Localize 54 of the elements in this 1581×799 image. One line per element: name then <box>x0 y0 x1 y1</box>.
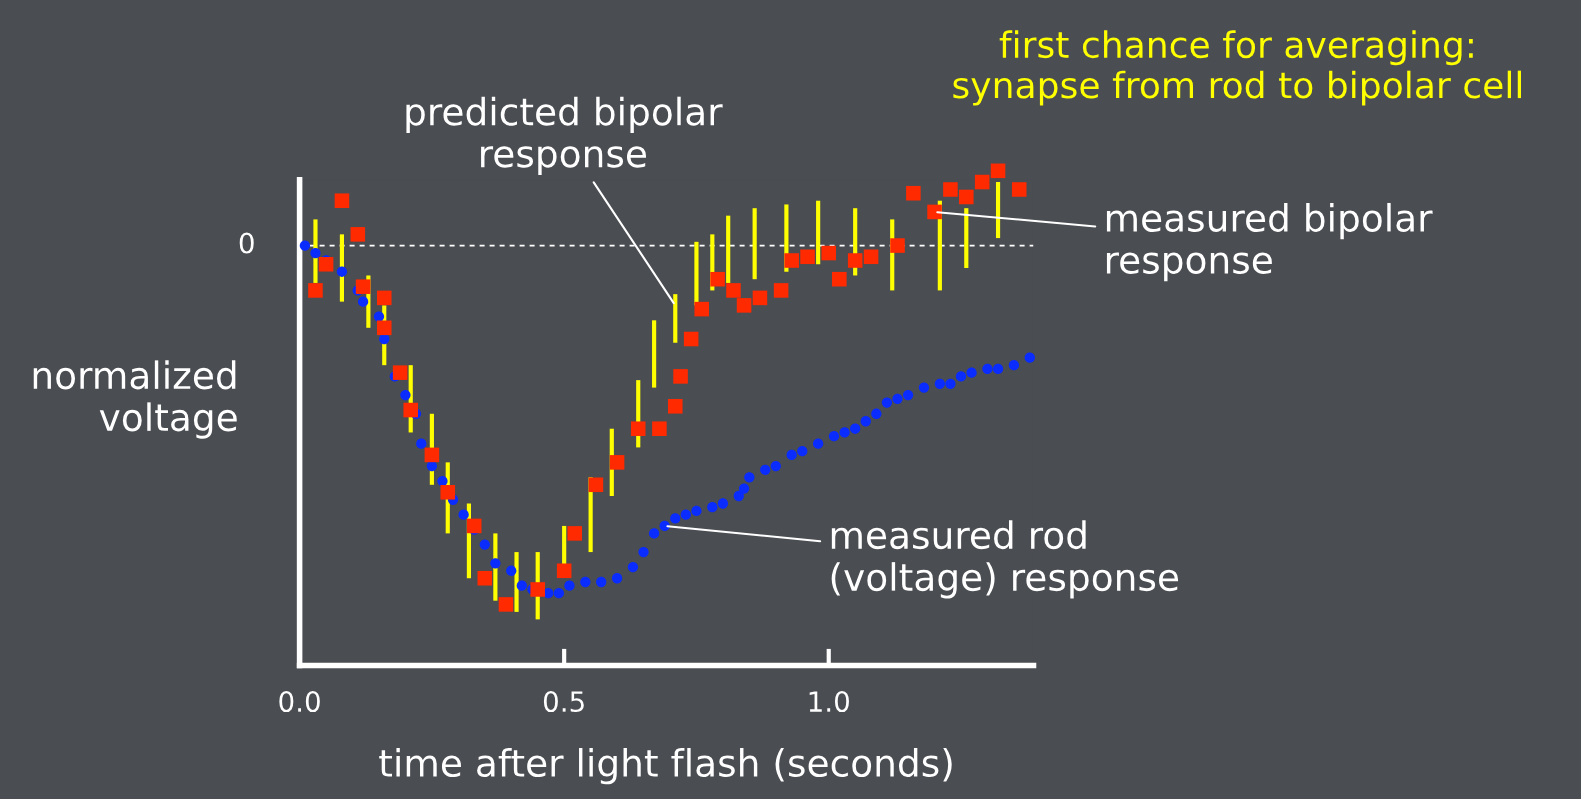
point <box>752 290 768 306</box>
x-tick-label: 1.0 <box>809 691 849 713</box>
point <box>403 402 418 418</box>
point <box>1011 182 1027 197</box>
y-axis-title: normalized voltage <box>33 360 237 439</box>
point <box>927 204 942 220</box>
point <box>392 365 408 380</box>
point <box>773 283 789 298</box>
point <box>630 421 646 437</box>
point <box>609 455 625 470</box>
point <box>308 283 323 298</box>
point <box>863 249 879 265</box>
point <box>832 271 847 287</box>
point <box>906 185 921 201</box>
point <box>683 331 699 347</box>
point <box>556 563 572 579</box>
point <box>673 369 688 384</box>
ref-line-label: 0 <box>239 232 254 254</box>
point <box>668 399 683 414</box>
point <box>959 189 974 205</box>
point <box>424 447 440 463</box>
x-tick-label: 0.5 <box>543 691 584 713</box>
point <box>318 256 334 272</box>
point <box>652 421 667 437</box>
point <box>466 518 482 534</box>
point <box>974 174 990 190</box>
x-tick-label: 0.0 <box>279 691 320 713</box>
annotation: measured bipolar response <box>1106 202 1433 282</box>
point <box>530 582 545 597</box>
point <box>800 249 815 265</box>
x-axis-title: time after light flash (seconds) <box>379 748 952 785</box>
point <box>440 484 456 500</box>
point <box>710 271 725 287</box>
point <box>334 193 350 208</box>
point <box>736 298 752 313</box>
annotation: measured rod (voltage) response <box>831 520 1179 599</box>
point <box>355 279 371 294</box>
point <box>567 526 583 541</box>
point <box>376 290 392 306</box>
point <box>821 245 837 261</box>
point <box>477 570 493 586</box>
point <box>943 182 958 197</box>
text: first chance for averaging: synapse from rod to bipolar cell <box>953 30 1522 106</box>
point <box>588 477 604 493</box>
point <box>990 163 1006 179</box>
point <box>784 253 799 268</box>
point <box>350 227 366 242</box>
point <box>726 283 741 298</box>
point <box>694 301 710 317</box>
point <box>376 320 392 336</box>
point <box>847 253 863 268</box>
annotation: predicted bipolar response <box>406 96 723 175</box>
point <box>498 597 514 612</box>
point <box>890 238 905 253</box>
